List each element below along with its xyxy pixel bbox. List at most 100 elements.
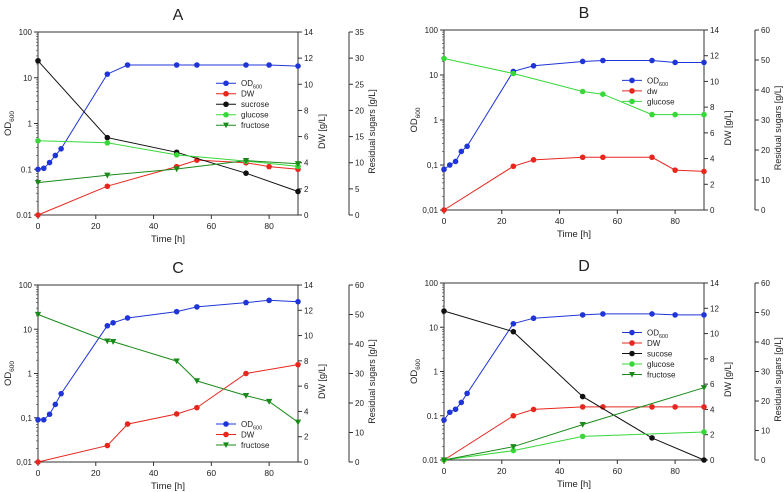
y-left-axis-label-sub: 600 — [9, 361, 16, 372]
series-line-glucose — [37, 140, 299, 167]
data-point-od — [441, 166, 447, 173]
y-dw-tick-label: 4 — [710, 405, 715, 414]
data-point-od — [579, 58, 586, 65]
data-point-od — [266, 297, 272, 304]
data-point-dw — [35, 459, 41, 465]
data-point-od — [452, 158, 459, 165]
y-sugar-tick-label: 35 — [355, 28, 364, 37]
legend-marker — [223, 111, 229, 118]
y-sugar-tick-label: 5 — [355, 185, 360, 194]
series-line-glucose — [443, 431, 705, 461]
y-sugar-tick-label: 30 — [355, 370, 364, 379]
data-point-glucose — [441, 55, 447, 62]
data-point-od — [458, 399, 465, 406]
x-tick-label: 0 — [442, 216, 447, 226]
y-dw-tick-label: 14 — [710, 279, 719, 288]
y-sugar-tick-label: 50 — [355, 311, 364, 320]
legend-entry-name: glucose — [241, 111, 269, 120]
data-point-od — [701, 312, 707, 318]
legend-marker — [629, 77, 635, 84]
data-point-od — [510, 320, 517, 327]
y-sugar-tick-label: 0 — [761, 456, 766, 465]
y-left-tick-label: 1 — [434, 116, 439, 125]
y-left-tick-label: 0,1 — [427, 161, 439, 170]
data-point-dw — [510, 412, 517, 419]
legend-entry-name: OD — [647, 329, 659, 338]
y-dw-tick-label: 12 — [304, 306, 313, 315]
x-axis-label: Time [h] — [557, 229, 591, 240]
y-dw-tick-label: 8 — [710, 355, 715, 364]
legend-marker — [223, 122, 229, 129]
y-dw-tick-label: 10 — [710, 330, 719, 339]
data-point-od — [58, 145, 64, 152]
series-line-dw — [443, 406, 704, 461]
data-point-glucose — [35, 137, 41, 144]
y-dw-tick-label: 14 — [710, 26, 719, 35]
y-sugar-tick-label: 60 — [355, 281, 364, 290]
data-point-od — [649, 57, 655, 64]
legend-entry-name: fructose — [647, 371, 676, 380]
data-point-dw — [672, 167, 678, 173]
legend-entry-name: fructose — [241, 121, 270, 130]
x-axis-label: Time [h] — [151, 234, 185, 245]
data-point-sucose — [510, 328, 517, 335]
x-tick-label: 40 — [149, 468, 159, 478]
legend-marker — [223, 80, 229, 87]
y-sugar-tick-label: 30 — [761, 116, 770, 125]
y-sugar-tick-label: 0 — [355, 458, 360, 467]
plot-frame — [37, 284, 299, 463]
x-tick-label: 80 — [670, 466, 680, 476]
data-point-dw — [194, 404, 200, 411]
x-tick-label: 60 — [207, 221, 217, 231]
y-sugar-tick-label: 25 — [355, 80, 364, 89]
data-point-fructose — [510, 444, 517, 450]
data-point-glucose — [672, 111, 678, 118]
legend-marker — [223, 442, 229, 448]
y-sugar-tick-label: 40 — [761, 338, 770, 347]
legend-marker — [223, 101, 229, 108]
y-sugar-tick-label: 20 — [761, 397, 770, 406]
series-line-fructose — [37, 160, 299, 184]
data-point-od — [441, 417, 447, 423]
y-left-axis-label-main: OD — [3, 372, 14, 386]
y-dw-tick-label: 0 — [710, 456, 715, 465]
x-tick-label: 80 — [264, 221, 274, 231]
y-sugar-axis-label: Residual sugars [g/L] — [773, 337, 783, 422]
y-left-tick-label: 0,01 — [16, 458, 32, 467]
data-point-od — [464, 143, 470, 150]
legend-marker — [629, 329, 635, 336]
data-point-fructose — [700, 385, 708, 391]
legend-entry-name: sucrose — [241, 100, 270, 109]
data-point-fructose — [109, 339, 117, 345]
data-point-od — [104, 71, 111, 77]
x-tick-label: 40 — [555, 216, 565, 226]
legend-entry-sub: 600 — [659, 334, 668, 340]
y-left-tick-label: 10 — [23, 325, 32, 334]
x-tick-label: 20 — [497, 466, 507, 476]
data-point-fructose — [242, 158, 250, 164]
series-line-fructose — [37, 314, 299, 423]
legend-entry-name: DW — [241, 90, 255, 99]
y-left-tick-label: 100 — [19, 281, 33, 290]
y-sugar-tick-label: 0 — [761, 206, 766, 215]
x-axis-label: Time [h] — [557, 479, 591, 490]
data-point-od — [110, 319, 116, 326]
y-dw-tick-label: 6 — [710, 380, 715, 389]
y-sugar-tick-label: 40 — [355, 340, 364, 349]
x-tick-label: 60 — [613, 216, 623, 226]
y-sugar-tick-label: 20 — [355, 399, 364, 408]
x-tick-label: 0 — [36, 468, 41, 478]
y-dw-tick-label: 0 — [304, 458, 309, 467]
data-point-od — [458, 148, 465, 155]
legend-entry-name: dw — [647, 87, 657, 96]
data-point-dw — [701, 404, 707, 410]
y-dw-tick-label: 2 — [304, 185, 309, 194]
legend-entry-name: glucose — [647, 360, 675, 369]
y-dw-tick-label: 12 — [710, 52, 719, 61]
legend-marker — [223, 431, 229, 438]
data-point-od — [35, 166, 41, 173]
legend-entry: OD600 — [241, 79, 262, 91]
data-point-od — [52, 401, 59, 408]
y-dw-tick-label: 2 — [710, 431, 715, 440]
